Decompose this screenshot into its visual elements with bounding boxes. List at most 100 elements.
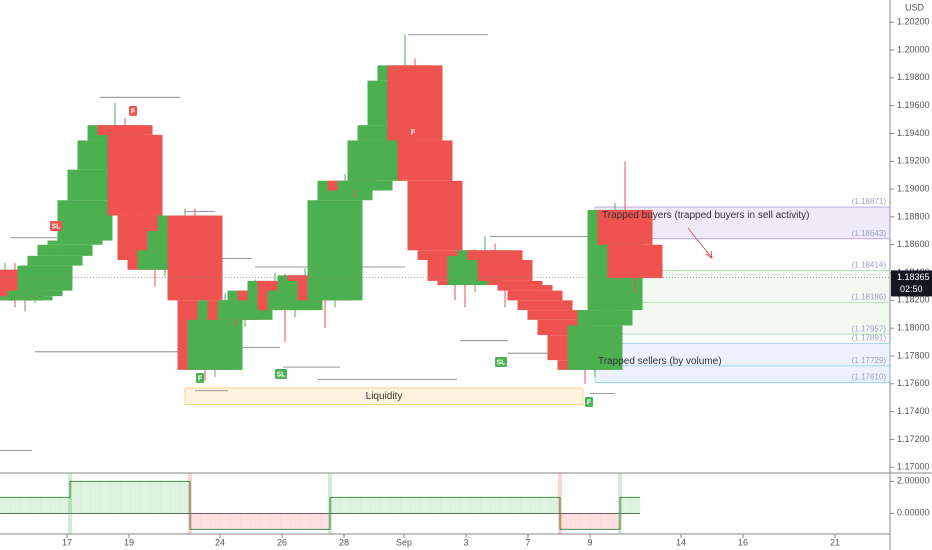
indicator-fill [150,481,161,514]
indicator-fill [540,497,551,514]
marker-badge [50,221,62,231]
level-label: (1.17729) [852,356,887,365]
indicator-fill [590,513,601,530]
indicator-fill [290,513,301,530]
indicator-fill [300,513,311,530]
indicator-fill [120,481,131,514]
candle-body [107,134,163,216]
candle-body [57,200,113,241]
candle-body [347,140,403,181]
indicator-fill [10,497,21,514]
x-tick-label: 14 [676,537,686,547]
indicator-fill [430,497,441,514]
indicator-fill [440,497,451,514]
liquidity-box [184,387,584,405]
indicator-fill [330,497,341,514]
indicator-fill [200,513,211,530]
y-tick-label: 1.20200 [897,17,930,27]
candle-body [477,260,533,281]
candle-body [607,244,663,279]
indicator-fill [370,497,381,514]
x-tick-label: 19 [124,537,134,547]
indicator-fill [160,481,171,514]
marker-label: F [131,108,136,115]
indicator-fill [560,513,571,530]
countdown-label: 02:50 [900,284,923,294]
annotation: Trapped buyers (trapped buyers in sell a… [602,210,810,221]
indicator-fill [470,497,481,514]
x-tick-label: 26 [277,537,287,547]
y-tick-label: 1.17600 [897,378,930,388]
indicator-fill [70,481,81,514]
indicator-fill [250,513,261,530]
y-tick-label: 1.17800 [897,350,930,360]
indicator-fill [110,481,121,514]
x-tick-label: 16 [738,537,748,547]
marker-label: SL [497,359,507,366]
liquidity-label: Liquidity [366,391,403,402]
indicator-fill [310,513,321,530]
candle-body [167,215,223,301]
candle-body [567,325,623,370]
x-tick-label: 28 [339,537,349,547]
current-price-box [891,270,932,297]
arrow [687,227,713,259]
indicator-fill [610,513,621,530]
marker-badge [409,127,417,137]
level-label: (1.17610) [852,373,887,382]
indicator-fill [130,481,141,514]
candle-body [0,296,53,301]
y-tick-label: 1.19800 [897,72,930,82]
indicator-fill [460,497,471,514]
indicator-fill [50,497,61,514]
y-tick-label: 1.18800 [897,211,930,221]
current-price-label: 1.18365 [897,272,930,282]
y-tick-label: 1.19000 [897,183,930,193]
indicator-fill [500,497,511,514]
indicator-fill [220,513,231,530]
candle-body [397,140,453,181]
indicator-fill [550,497,561,514]
marker-label: F [198,375,203,382]
arrow-head [705,250,713,259]
indicator-fill [90,481,101,514]
level-label: (1.17957) [852,324,887,333]
y-tick-label: 1.17200 [897,434,930,444]
x-tick-label: 17 [62,537,72,547]
indicator-fill [530,497,541,514]
indicator-fill [360,497,371,514]
annotation-text: Trapped sellers (by volume) [598,356,722,367]
marker-label: SL [277,371,287,378]
indicator-fill [390,497,401,514]
candle-body [407,180,463,251]
candle-body [307,200,363,301]
indicator-fill [600,513,611,530]
indicator-fill [410,497,421,514]
y-tick-label: 1.18000 [897,323,930,333]
candle-body [27,255,83,266]
indicator-fill [180,481,191,514]
indicator-fill [570,513,581,530]
indicator-fill [100,481,111,514]
x-tick-label: 7 [525,537,530,547]
candle-body [527,310,583,320]
annotation: Trapped sellers (by volume) [598,356,722,367]
indicator-fill [420,497,431,514]
y-tick-label: 1.19400 [897,128,930,138]
marker-badge [495,357,507,367]
indicator-fill [630,497,641,514]
candle-body [517,300,573,311]
level-label: (1.18186) [852,292,887,301]
indicator-fill [20,497,31,514]
candle-body [7,290,63,297]
level-label: (1.18414) [852,261,887,270]
candle-body [37,244,93,256]
marker-label: F [411,129,416,136]
candle-body [187,319,243,370]
indicator-line [0,480,640,530]
indicator-fill [580,513,591,530]
marker-badge [196,373,204,383]
x-tick-label: Sep [396,537,412,547]
level-label: (1.18871) [852,197,887,206]
